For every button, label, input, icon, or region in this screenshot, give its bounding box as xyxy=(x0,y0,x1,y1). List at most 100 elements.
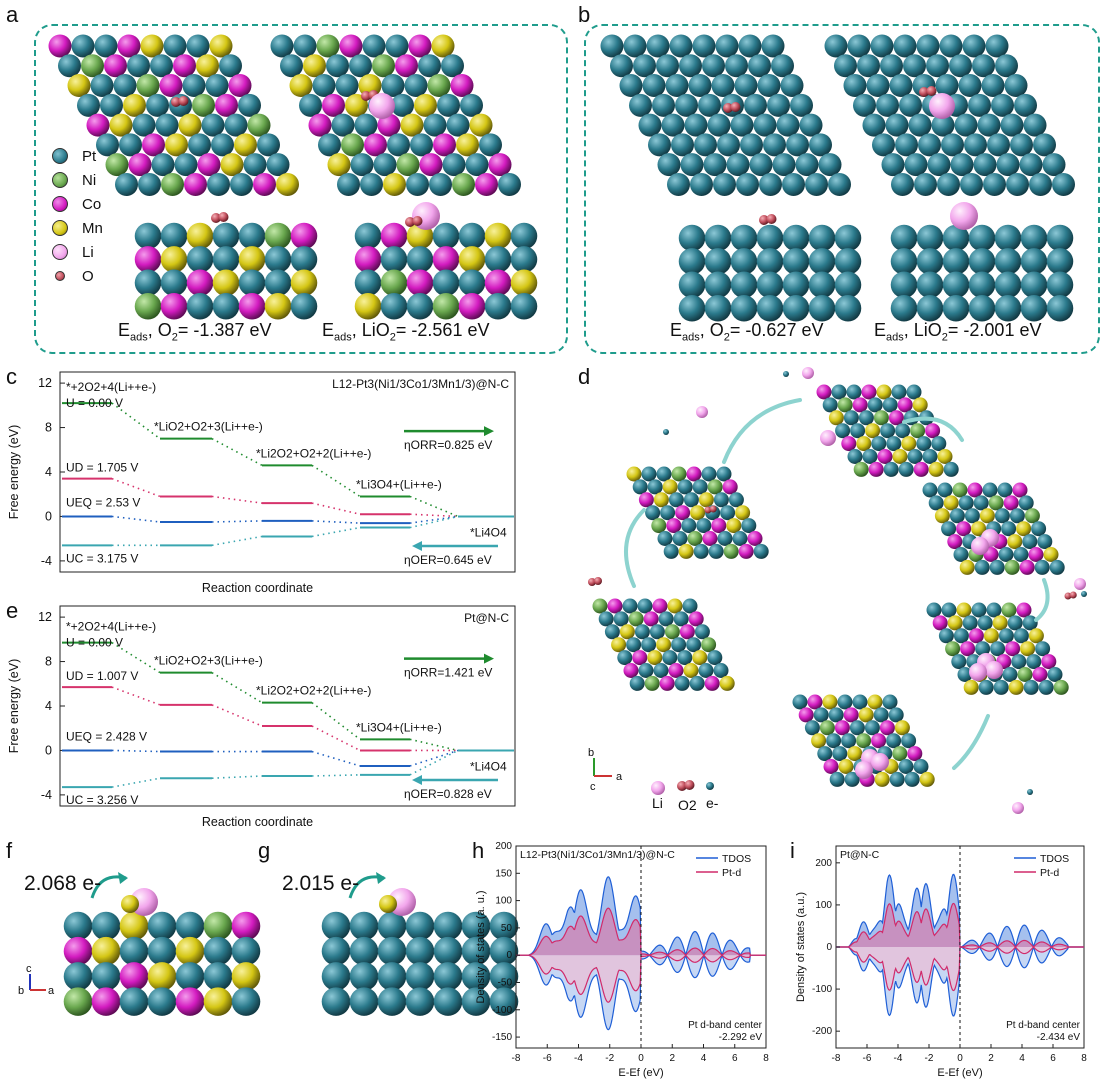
pt-atom xyxy=(971,602,987,618)
pt-atom xyxy=(998,547,1014,562)
panel-label-a: a xyxy=(6,2,19,27)
mn-atom xyxy=(354,292,382,320)
pt-atom xyxy=(406,246,434,273)
pt-atom xyxy=(134,222,162,250)
co-atom xyxy=(967,482,983,498)
pt-atom xyxy=(645,505,661,521)
pt-atom xyxy=(704,248,732,275)
pt-atom xyxy=(692,34,716,58)
x-tick-label: -8 xyxy=(832,1053,841,1064)
pt-atom xyxy=(916,271,944,299)
mn-atom xyxy=(626,466,642,482)
mn-atom xyxy=(140,34,164,58)
mn-atom xyxy=(91,936,121,966)
pt-atom xyxy=(1002,667,1018,682)
pt-atom xyxy=(63,911,93,941)
pt-atom xyxy=(916,34,940,58)
y-axis-label: Density of states (a.u.) xyxy=(795,892,807,1002)
co-atom xyxy=(308,113,332,137)
pt-atom xyxy=(926,602,942,618)
pt-atom xyxy=(693,543,709,559)
co-atom xyxy=(1019,559,1035,575)
pt-atom xyxy=(792,694,808,710)
dband-center-value: -2.434 eV xyxy=(1037,1032,1081,1043)
pt-atom xyxy=(212,292,240,320)
pt-atom xyxy=(321,936,351,966)
pt-atom xyxy=(96,133,119,157)
pt-atom xyxy=(380,246,408,273)
pt-atom xyxy=(991,93,1014,117)
pt-atom xyxy=(834,248,862,275)
pt-atom xyxy=(656,466,672,482)
ni-atom xyxy=(105,153,129,177)
oer-arrowhead xyxy=(412,775,422,785)
o2-oxygen-atom xyxy=(730,102,741,112)
pt-atom xyxy=(942,248,970,275)
pt-atom xyxy=(638,113,662,137)
o2-oxygen-atom xyxy=(594,577,602,585)
pt-atom xyxy=(1031,521,1047,537)
pt-atom xyxy=(974,559,990,575)
legend-tdos: TDOS xyxy=(1040,853,1069,865)
step-label: *LiO2+O2+3(Li++e-) xyxy=(154,654,263,668)
y-tick-label: 100 xyxy=(815,900,832,911)
pt-atom xyxy=(759,172,782,196)
pt-atom xyxy=(831,384,847,400)
ni-atom xyxy=(203,911,233,941)
co-atom xyxy=(104,54,127,78)
pt-atom xyxy=(458,222,486,250)
pt-atom xyxy=(1047,667,1063,682)
pt-atom xyxy=(703,153,727,177)
pt-atom xyxy=(756,224,784,252)
pt-atom xyxy=(973,495,989,511)
step-label: *Li3O4+(Li++e-) xyxy=(356,477,442,491)
co-atom xyxy=(913,461,929,477)
o2-oxygen-atom xyxy=(766,214,777,224)
pt-atom xyxy=(756,271,784,299)
pt-atom xyxy=(942,224,970,252)
pt-atom xyxy=(829,771,845,787)
x-axis-label: Reaction coordinate xyxy=(202,581,313,595)
pt-atom xyxy=(1034,559,1050,575)
cycle-arrow xyxy=(624,508,646,588)
pt-atom xyxy=(805,172,828,196)
li-atom xyxy=(696,406,708,418)
y-tick-label: 100 xyxy=(495,896,512,907)
mn-atom xyxy=(956,602,972,618)
mn-atom xyxy=(484,222,512,250)
pt-atom xyxy=(441,54,464,78)
pt-atom xyxy=(886,436,902,452)
oer-arrowhead xyxy=(412,541,422,551)
pt-atom xyxy=(852,694,868,710)
mn-atom xyxy=(123,93,146,117)
pt-atom xyxy=(982,482,998,498)
pt-atom xyxy=(203,936,233,966)
step-label: *Li4O4 xyxy=(470,759,507,773)
mn-atom xyxy=(838,759,854,774)
pt-atom xyxy=(405,987,435,1016)
ni-atom xyxy=(952,482,968,498)
pt-atom xyxy=(331,113,355,137)
o2-oxygen-atom xyxy=(926,86,937,96)
ni-atom xyxy=(341,133,364,157)
ptd-line xyxy=(836,946,1084,992)
pt-atom xyxy=(702,54,725,78)
mn-atom xyxy=(919,771,935,787)
mn-atom xyxy=(874,771,890,787)
o2-oxygen-atom xyxy=(171,97,181,107)
pt-atom xyxy=(736,172,759,196)
pt-atom xyxy=(238,269,266,297)
pt-atom xyxy=(1009,508,1025,524)
pt-atom xyxy=(889,74,913,98)
pt-atom xyxy=(847,449,863,464)
pt-atom xyxy=(90,74,114,98)
x-tick-label: -8 xyxy=(512,1053,521,1064)
pt-atom xyxy=(886,733,902,749)
ni-atom xyxy=(664,624,680,640)
o2-oxygen-atom xyxy=(684,780,695,790)
o2-oxygen-atom xyxy=(1064,592,1072,600)
co-atom xyxy=(666,518,682,534)
pt-atom xyxy=(804,720,820,736)
pt-atom xyxy=(1035,641,1051,657)
pt-atom xyxy=(756,294,784,322)
